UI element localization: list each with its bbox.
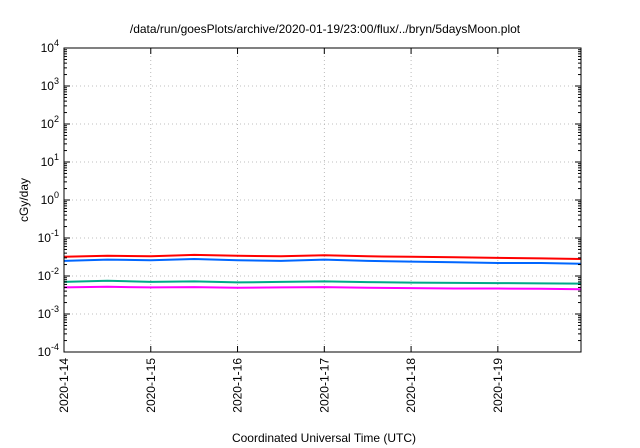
series-line-2: [63, 258, 582, 265]
x-tick-label: 2020-1-18: [404, 358, 418, 413]
series-line-3: [63, 279, 582, 285]
series-line-1: [63, 253, 582, 260]
y-axis-label: cGy/day: [17, 178, 31, 222]
y-tick-label: 100: [41, 190, 59, 207]
y-tick-label: 104: [41, 38, 59, 55]
chart-title: /data/run/goesPlots/archive/2020-01-19/2…: [130, 22, 521, 36]
y-axis: 10-4 10-3 10-2 10-1 100 101 102 103 104: [38, 38, 581, 359]
x-axis: 2020-1-14 2020-1-15 2020-1-16 2020-1-17 2020…: [57, 48, 505, 413]
x-axis-label: Coordinated Universal Time (UTC): [232, 431, 416, 445]
y-tick-label: 101: [41, 152, 59, 169]
x-tick-label: 2020-1-15: [144, 358, 158, 413]
series-line-4: [63, 285, 582, 291]
x-tick-label: 2020-1-17: [317, 358, 331, 413]
y-tick-label: 10-4: [38, 342, 59, 359]
x-tick-label: 2020-1-19: [491, 358, 505, 413]
y-tick-label: 10-3: [38, 304, 59, 321]
plot-frame: [63, 47, 582, 353]
y-tick-label: 10-1: [38, 228, 59, 245]
grid: [64, 48, 581, 352]
series-group: [63, 253, 582, 291]
y-tick-label: 103: [41, 76, 59, 93]
x-tick-label: 2020-1-16: [231, 358, 245, 413]
y-tick-label: 102: [41, 114, 59, 131]
y-tick-label: 10-2: [38, 266, 59, 283]
x-tick-label: 2020-1-14: [57, 358, 71, 413]
